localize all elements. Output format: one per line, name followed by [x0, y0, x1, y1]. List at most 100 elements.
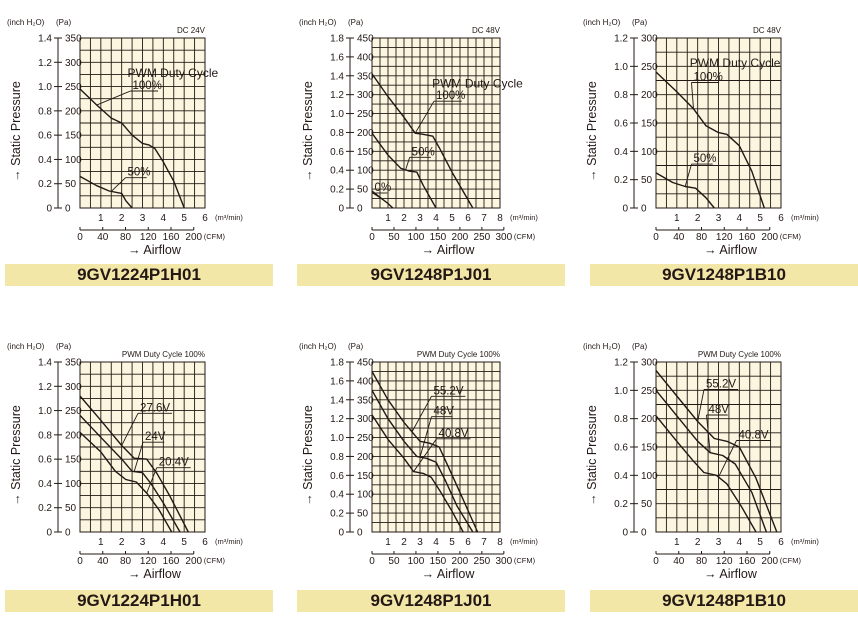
wg-tick-label: 1.8 — [330, 358, 344, 369]
annotation-label: 50% — [128, 167, 151, 179]
m3-tick-label: 6 — [778, 537, 784, 548]
wg-tick-label: 0.6 — [330, 147, 344, 158]
wg-tick-label: 1.6 — [330, 376, 344, 387]
cfm-unit-label: (CFM) — [780, 556, 802, 565]
chart-panel: (inch H₂O) (Pa) DC 48V 0 50 100 150 200 250 300 35… — [297, 12, 572, 312]
pa-tick-label: 400 — [357, 376, 374, 387]
wg-tick-label: 0.4 — [330, 166, 344, 177]
pa-tick-label: 300 — [65, 58, 82, 69]
chart-panel: (inch H₂O) (Pa) PWM Duty Cycle 100% 0 50 100 1… — [297, 338, 572, 638]
series-line — [655, 172, 715, 209]
cfm-tick-label: 40 — [673, 232, 685, 243]
annotation-leader — [414, 100, 435, 134]
pa-tick-label: 100 — [357, 166, 374, 177]
wg-tick-label: 0.8 — [330, 452, 344, 463]
m3-tick-label: 6 — [465, 213, 471, 224]
m3-tick-label: 5 — [181, 537, 187, 548]
pa-tick-label: 50 — [357, 509, 369, 520]
cfm-tick-label: 40 — [97, 232, 109, 243]
cfm-tick-label: 120 — [140, 232, 157, 243]
chart-panel: (inch H₂O) (Pa) PWM Duty Cycle 100% 0 50 100 1… — [583, 338, 858, 638]
m3-tick-label: 5 — [757, 213, 763, 224]
unit-label-pa: (Pa) — [348, 342, 363, 351]
wg-tick-label: 0.2 — [614, 499, 628, 510]
m3-tick-label: 6 — [202, 213, 208, 224]
annotation-label: 55.2V — [706, 379, 736, 391]
cfm-tick-label: 50 — [388, 556, 400, 567]
pa-tick-label: 350 — [357, 71, 374, 82]
unit-label-pa: (Pa) — [56, 342, 71, 351]
chart-panel: (inch H₂O) (Pa) DC 24V 0 50 100 150 200 250 300 35… — [5, 12, 280, 312]
pa-tick-label: 0 — [357, 528, 363, 539]
series-line — [79, 395, 189, 533]
annotation-label: PWM Duty Cycle — [128, 66, 219, 80]
wg-tick-label: 1.4 — [38, 34, 52, 45]
y-axis-title: → Static Pressure — [301, 405, 315, 506]
wg-tick-label: 1.0 — [330, 433, 344, 444]
y-axis-title: → Static Pressure — [9, 81, 23, 182]
series-line — [79, 431, 173, 533]
cfm-tick-label: 200 — [452, 232, 469, 243]
rating-label: PWM Duty Cycle 100% — [122, 350, 205, 359]
pa-tick-label: 150 — [65, 131, 82, 142]
pa-tick-label: 300 — [357, 414, 374, 425]
series-line — [79, 175, 133, 209]
chart-panel: (inch H₂O) (Pa) DC 48V 0 50 100 150 200 250 300 0 0… — [583, 12, 858, 312]
pa-tick-label: 450 — [357, 34, 374, 45]
unit-label-pa: (Pa) — [56, 18, 71, 27]
annotation-leader — [133, 442, 144, 472]
pa-tick-label: 100 — [357, 490, 374, 501]
annotation-leader — [684, 163, 692, 187]
m3-tick-label: 1 — [674, 213, 680, 224]
annotation-leader — [110, 177, 126, 192]
m3-unit-label: (m³/min) — [510, 537, 538, 546]
x-axis-title: → Airflow — [128, 243, 182, 257]
pa-tick-label: 100 — [65, 479, 82, 490]
cfm-tick-label: 40 — [673, 556, 685, 567]
annotation-label: 24V — [145, 431, 166, 443]
pa-tick-label: 150 — [641, 443, 658, 454]
wg-tick-label: 0.6 — [330, 471, 344, 482]
model-banner: 9GV1224P1H01 — [5, 590, 273, 612]
fan-curve-chart: (inch H₂O) (Pa)DC 48V05010015020025030035… — [299, 18, 538, 257]
unit-label-wg: (inch H₂O) — [299, 342, 337, 351]
pa-tick-label: 200 — [641, 90, 658, 101]
pa-tick-label: 350 — [65, 34, 82, 45]
wg-tick-label: 0.4 — [330, 490, 344, 501]
annotation-leader — [405, 157, 411, 171]
x-axis-title: → Airflow — [422, 567, 476, 581]
annotation-label: 27.6V — [140, 402, 170, 414]
annotation-leader — [96, 90, 131, 106]
pa-tick-label: 250 — [357, 433, 374, 444]
wg-tick-label: 0.2 — [38, 179, 52, 190]
wg-tick-label: 1.2 — [38, 382, 52, 393]
m3-tick-label: 5 — [449, 213, 455, 224]
x-axis-title: → Airflow — [422, 243, 476, 257]
pa-tick-label: 0 — [641, 528, 647, 539]
fan-curve-chart: (inch H₂O) (Pa)DC 48V05010015020025030000… — [583, 18, 819, 257]
wg-tick-label: 0 — [46, 528, 52, 539]
cfm-tick-label: 0 — [77, 232, 83, 243]
unit-label-pa: (Pa) — [348, 18, 363, 27]
wg-tick-label: 0.8 — [38, 106, 52, 117]
y-axis-title: → Static Pressure — [301, 81, 315, 182]
m3-tick-label: 3 — [417, 213, 423, 224]
annotation-label: PWM Duty Cycle — [432, 76, 523, 90]
wg-tick-label: 0.2 — [330, 509, 344, 520]
model-banner: 9GV1248P1B10 — [590, 264, 858, 286]
wg-tick-label: 0.4 — [614, 471, 628, 482]
cfm-tick-label: 80 — [120, 556, 132, 567]
wg-tick-label: 0.2 — [38, 503, 52, 514]
annotation-leader — [413, 438, 437, 472]
cfm-tick-label: 40 — [97, 556, 109, 567]
rating-label: DC 24V — [177, 26, 206, 35]
wg-tick-label: 0 — [622, 204, 628, 215]
pa-tick-label: 350 — [357, 395, 374, 406]
pa-tick-label: 250 — [65, 82, 82, 93]
annotation-label: 40.8V — [739, 430, 769, 442]
cfm-tick-label: 50 — [388, 232, 400, 243]
wg-tick-label: 0.8 — [614, 90, 628, 101]
cfm-tick-label: 250 — [474, 556, 491, 567]
annotation-leader — [718, 440, 737, 478]
cfm-unit-label: (CFM) — [514, 556, 536, 565]
